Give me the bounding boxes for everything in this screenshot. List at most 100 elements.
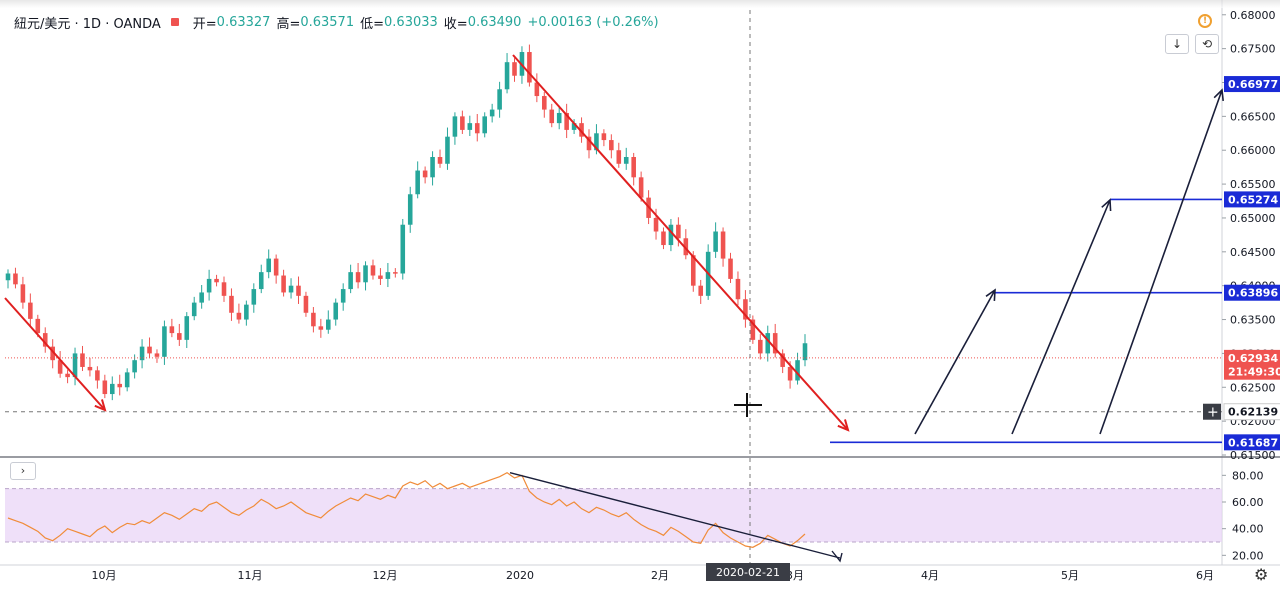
price-tick-label: 0.65000	[1230, 212, 1276, 225]
candle-body	[735, 278, 741, 300]
price-label-box	[1224, 284, 1280, 301]
download-icon[interactable]: ↓	[1165, 34, 1189, 54]
candle-body	[139, 346, 145, 361]
trend-arrow-head	[94, 399, 107, 412]
candle-body	[333, 302, 339, 320]
candle-body	[579, 123, 584, 137]
candle-body	[87, 366, 93, 371]
candle-body	[467, 123, 473, 130]
candle-body	[430, 157, 435, 178]
candle-body	[35, 318, 41, 334]
candle-body	[281, 275, 286, 293]
candle-body	[623, 157, 629, 164]
candle-body	[95, 370, 100, 381]
chevron-right-icon[interactable]: ›	[10, 462, 36, 480]
candle-body	[787, 366, 793, 381]
projection-arrow-head	[1101, 198, 1112, 212]
close-label: 收=	[443, 16, 468, 32]
candle-body	[147, 346, 152, 354]
time-tick-label: 2月	[651, 569, 669, 582]
candle-body	[258, 272, 264, 290]
candle-body	[452, 116, 458, 137]
projection-arrow	[1011, 199, 1111, 435]
rsi-trendline-head	[831, 550, 843, 563]
candle-body	[72, 353, 78, 378]
candle-body	[177, 333, 182, 340]
candle-body	[661, 231, 666, 246]
projection-arrow-head	[1213, 88, 1224, 102]
price-tick-label: 0.65500	[1230, 178, 1276, 191]
candle-body	[318, 326, 324, 330]
candle-body	[214, 278, 219, 283]
price-label: 0.66977	[1228, 78, 1278, 91]
candle-body	[586, 136, 592, 151]
candle-body	[676, 224, 681, 239]
price-label-box	[1223, 403, 1280, 421]
projection-arrow-head	[985, 288, 996, 302]
price-tick-label: 0.66500	[1230, 110, 1276, 123]
symbol-header: 紐元/美元 · 1D · OANDA 开= 0.63327 高= 0.63571 低…	[14, 12, 659, 32]
price-label-box	[1224, 434, 1280, 451]
candle-body	[407, 194, 413, 225]
candle-body	[698, 285, 704, 296]
candle-body	[132, 360, 137, 373]
open-label: 开=	[192, 16, 217, 32]
candle-body	[437, 157, 443, 164]
time-cursor-box	[706, 563, 790, 581]
candle-body	[50, 346, 55, 361]
candle-body	[445, 136, 450, 164]
candle-body	[556, 112, 562, 124]
candle-body	[594, 133, 599, 151]
candle-body	[713, 231, 718, 252]
candle-body	[124, 372, 130, 388]
time-tick-label: 3月	[786, 569, 804, 582]
high-label: 高=	[276, 16, 301, 32]
candle-body	[780, 353, 785, 367]
candle-body	[609, 140, 614, 151]
time-tick-label: 12月	[373, 569, 398, 582]
candle-body	[668, 224, 674, 246]
time-tick-label: 6月	[1196, 569, 1214, 582]
candle-body	[772, 333, 778, 354]
candle-body	[400, 224, 406, 274]
candle-body	[102, 380, 108, 395]
open-value: 0.63327	[216, 14, 271, 30]
candle-body	[616, 150, 622, 164]
time-tick-label: 11月	[238, 569, 263, 582]
candle-body	[422, 170, 428, 178]
plus-icon: +	[1207, 405, 1219, 421]
price-label-box	[1224, 349, 1280, 366]
candle-body	[393, 272, 398, 274]
price-label: 0.65274	[1228, 193, 1278, 206]
rsi-tick-label: 80.00	[1232, 469, 1264, 482]
candle-body	[549, 109, 555, 124]
candle-body	[154, 353, 160, 357]
price-label-box	[1224, 191, 1280, 208]
candle-body	[527, 52, 532, 83]
candle-body	[65, 373, 70, 378]
candle-body	[266, 258, 271, 273]
alert-icon[interactable]: !	[1198, 14, 1212, 28]
projection-arrow	[1099, 89, 1223, 435]
candle-body	[482, 116, 487, 134]
candle-body	[542, 96, 547, 110]
symbol-title[interactable]: 紐元/美元 · 1D · OANDA	[14, 16, 161, 32]
time-tick-label: 4月	[921, 569, 939, 582]
candle-body	[199, 292, 204, 303]
price-label-box	[1224, 363, 1280, 380]
low-value: 0.63033	[384, 14, 438, 30]
top-edge-shadow	[0, 0, 1280, 8]
candle-body	[236, 312, 242, 320]
time-tick-label: 2020	[506, 569, 534, 582]
candle-body	[504, 62, 510, 90]
candle-body	[460, 116, 465, 130]
candle-body	[378, 275, 383, 279]
price-tick-label: 0.61500	[1230, 449, 1276, 462]
rsi-tick-label: 40.00	[1232, 523, 1264, 536]
candle-body	[288, 285, 294, 293]
gear-icon[interactable]: ⚙	[1254, 565, 1269, 584]
candle-body	[191, 302, 197, 317]
refresh-icon[interactable]: ⟲	[1195, 34, 1219, 54]
